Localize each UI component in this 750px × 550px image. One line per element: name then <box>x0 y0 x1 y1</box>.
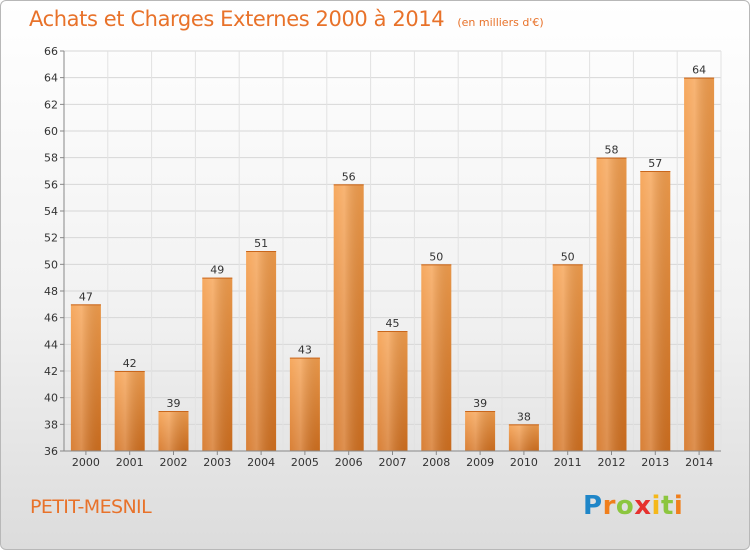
proxiti-logo: Proxiti <box>583 491 684 521</box>
bar-shine <box>684 77 715 452</box>
x-tick-label: 2006 <box>335 456 363 469</box>
value-label: 64 <box>692 64 706 77</box>
bar-shine <box>70 304 101 451</box>
bar-shine <box>465 411 496 451</box>
y-tick-label: 40 <box>44 392 58 405</box>
value-label: 45 <box>386 317 400 330</box>
chart-unit: (en milliers d'€) <box>457 16 544 29</box>
x-tick-label: 2001 <box>116 456 144 469</box>
x-tick-label: 2010 <box>510 456 538 469</box>
bar-shine <box>202 277 233 451</box>
x-tick-label: 2007 <box>379 456 407 469</box>
y-tick-label: 66 <box>44 45 58 58</box>
y-tick-label: 44 <box>44 338 58 351</box>
value-label: 38 <box>517 410 531 423</box>
bar-shine <box>158 411 189 451</box>
x-tick-label: 2002 <box>160 456 188 469</box>
x-tick-label: 2014 <box>685 456 713 469</box>
bar-shine <box>246 251 277 451</box>
bar-shine <box>289 357 320 451</box>
x-tick-label: 2011 <box>554 456 582 469</box>
y-tick-label: 62 <box>44 98 58 111</box>
chart-title: Achats et Charges Externes 2000 à 2014 <box>29 7 445 31</box>
bar-shine <box>377 331 408 451</box>
x-tick-label: 2000 <box>72 456 100 469</box>
value-label: 39 <box>473 397 487 410</box>
value-label: 56 <box>342 170 356 183</box>
y-tick-label: 38 <box>44 418 58 431</box>
y-tick-label: 60 <box>44 125 58 138</box>
value-label: 57 <box>648 157 662 170</box>
value-label: 39 <box>167 397 181 410</box>
bar-shine <box>596 157 627 451</box>
bar-shine <box>552 264 583 451</box>
x-tick-label: 2005 <box>291 456 319 469</box>
bar-shine <box>421 264 452 451</box>
value-label: 47 <box>79 290 93 303</box>
bars: 47 42 39 49 51 43 56 45 50 39 38 50 58 57 64 <box>70 64 715 452</box>
y-tick-label: 36 <box>44 445 58 458</box>
x-tick-label: 2008 <box>422 456 450 469</box>
y-tick-label: 42 <box>44 365 58 378</box>
y-tick-label: 46 <box>44 312 58 325</box>
value-label: 51 <box>254 237 268 250</box>
bar-shine <box>508 424 539 451</box>
x-tick-label: 2013 <box>641 456 669 469</box>
bar-shine <box>333 184 364 452</box>
chart-title-block: Achats et Charges Externes 2000 à 2014 (… <box>29 7 544 31</box>
value-label: 49 <box>210 264 224 277</box>
value-label: 50 <box>561 250 575 263</box>
y-tick-label: 52 <box>44 232 58 245</box>
x-tick-label: 2009 <box>466 456 494 469</box>
x-tick-label: 2004 <box>247 456 275 469</box>
y-tick-label: 56 <box>44 178 58 191</box>
x-tick-label: 2012 <box>598 456 626 469</box>
value-label: 42 <box>123 357 137 370</box>
y-tick-label: 64 <box>44 72 58 85</box>
bar-shine <box>640 171 671 451</box>
y-tick-label: 54 <box>44 205 58 218</box>
y-tick-label: 50 <box>44 258 58 271</box>
value-label: 58 <box>605 144 619 157</box>
value-label: 50 <box>429 250 443 263</box>
y-tick-label: 58 <box>44 152 58 165</box>
x-tick-label: 2003 <box>203 456 231 469</box>
y-tick-label: 48 <box>44 285 58 298</box>
axes: 36 38 40 42 44 46 48 50 52 54 56 58 60 62 64 66 2000 2001… <box>44 45 721 469</box>
commune-name: PETIT-MESNIL <box>30 496 152 518</box>
bar-shine <box>114 371 145 451</box>
value-label: 43 <box>298 344 312 357</box>
